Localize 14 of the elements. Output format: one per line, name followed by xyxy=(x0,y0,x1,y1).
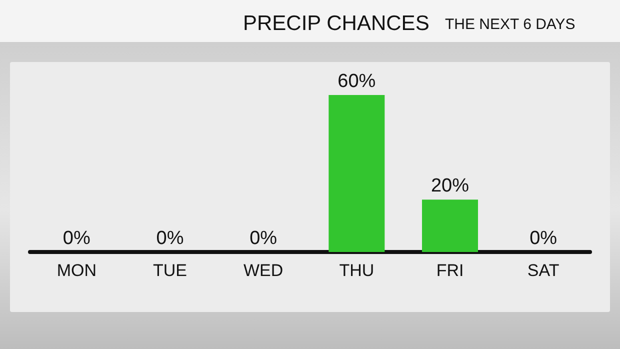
data-label: 60% xyxy=(338,71,376,92)
data-label: 0% xyxy=(156,228,184,249)
chart-subtitle: THE NEXT 6 DAYS xyxy=(445,16,576,33)
x-tick-label: SAT xyxy=(527,261,560,280)
x-tick-label: MON xyxy=(56,261,97,280)
x-tick-label: TUE xyxy=(153,261,187,280)
data-label: 0% xyxy=(62,228,90,249)
data-label: 20% xyxy=(430,176,470,197)
x-tick-label: WED xyxy=(243,261,284,280)
x-tick-label: FRI xyxy=(436,261,464,280)
x-tick-label: THU xyxy=(339,261,374,280)
data-label: 0% xyxy=(250,228,278,249)
data-label: 0% xyxy=(530,228,558,249)
chart-title: PRECIP CHANCES xyxy=(243,12,430,35)
